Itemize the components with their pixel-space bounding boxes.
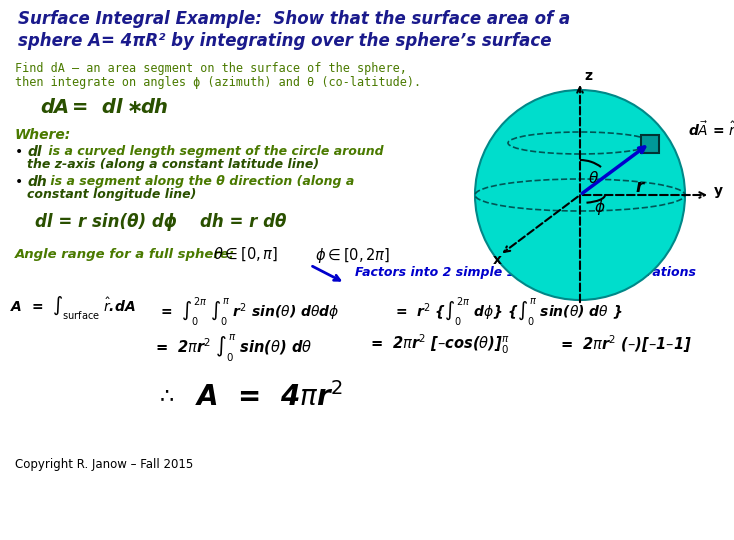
Text: Where:: Where:: [15, 128, 71, 142]
Text: dh = r dθ: dh = r dθ: [200, 213, 286, 231]
Text: dh: dh: [27, 175, 47, 189]
Text: •: •: [15, 175, 28, 189]
Text: ∗: ∗: [127, 98, 143, 117]
Text: constant longitude line): constant longitude line): [27, 188, 197, 201]
Text: •: •: [15, 145, 28, 159]
Text: =  2$\pi$r$^2$ $\int_{0}^{\pi}$ sin($\theta$) d$\theta$: = 2$\pi$r$^2$ $\int_{0}^{\pi}$ sin($\the…: [155, 333, 313, 365]
Text: $\phi$: $\phi$: [594, 198, 606, 217]
Text: dh: dh: [140, 98, 168, 117]
Text: is a segment along the θ direction (along a: is a segment along the θ direction (alon…: [46, 175, 355, 188]
Text: =  2$\pi$r$^2$ (–)[–1–1]: = 2$\pi$r$^2$ (–)[–1–1]: [560, 333, 691, 355]
Text: Copyright R. Janow – Fall 2015: Copyright R. Janow – Fall 2015: [15, 458, 193, 471]
Text: sphere A= 4πR² by integrating over the sphere’s surface: sphere A= 4πR² by integrating over the s…: [18, 32, 551, 50]
Text: $\theta$: $\theta$: [588, 170, 599, 186]
Text: =  r$^2$ {$\int_{0}^{2\pi}$ d$\phi$} {$\int_{0}^{\pi}$ sin($\theta$) d$\theta$ }: = r$^2$ {$\int_{0}^{2\pi}$ d$\phi$} {$\i…: [395, 295, 622, 328]
Text: =  dl: = dl: [72, 98, 123, 117]
Text: =  2$\pi$r$^2$ [–cos($\theta$)]$_{0}^{\pi}$: = 2$\pi$r$^2$ [–cos($\theta$)]$_{0}^{\pi…: [370, 333, 509, 356]
Text: then integrate on angles ϕ (azimuth) and θ (co-latitude).: then integrate on angles ϕ (azimuth) and…: [15, 76, 421, 89]
Text: A  =  $\int_{\rm surface}^{\ }$ $\hat{r}$.dA: A = $\int_{\rm surface}^{\ }$ $\hat{r}$.…: [10, 295, 136, 322]
Text: $\theta \in [0, \pi]$: $\theta \in [0, \pi]$: [213, 246, 278, 264]
Text: =  $\int_{0}^{2\pi}$ $\int_{0}^{\pi}$ r$^2$ sin($\theta$) d$\theta$d$\phi$: = $\int_{0}^{2\pi}$ $\int_{0}^{\pi}$ r$^…: [160, 295, 339, 328]
Text: dA: dA: [40, 98, 69, 117]
Text: Angle range for a full sphere:: Angle range for a full sphere:: [15, 248, 235, 261]
Text: x: x: [493, 253, 502, 267]
Text: dl: dl: [27, 145, 42, 159]
FancyBboxPatch shape: [641, 135, 659, 153]
Text: the z-axis (along a constant latitude line): the z-axis (along a constant latitude li…: [27, 158, 319, 171]
Text: d$\vec{A}$ = $\hat{r}$ dA: d$\vec{A}$ = $\hat{r}$ dA: [688, 120, 734, 139]
Text: Surface Integral Example:  Show that the surface area of a: Surface Integral Example: Show that the …: [18, 10, 570, 28]
Text: dl = r sin(θ) dϕ: dl = r sin(θ) dϕ: [35, 213, 177, 231]
Text: z: z: [584, 69, 592, 83]
Text: y: y: [714, 184, 723, 198]
Text: Factors into 2 simple 1 dimensional integrations: Factors into 2 simple 1 dimensional inte…: [355, 266, 696, 279]
Text: Find dA – an area segment on the surface of the sphere,: Find dA – an area segment on the surface…: [15, 62, 407, 75]
Text: $\phi \in [0, 2\pi]$: $\phi \in [0, 2\pi]$: [315, 246, 390, 265]
Ellipse shape: [475, 90, 685, 300]
Text: $\therefore$: $\therefore$: [155, 385, 174, 405]
Text: A  =  4$\pi$r$^2$: A = 4$\pi$r$^2$: [195, 382, 343, 412]
Text: r: r: [635, 178, 643, 196]
Text: is a curved length segment of the circle around: is a curved length segment of the circle…: [44, 145, 384, 158]
